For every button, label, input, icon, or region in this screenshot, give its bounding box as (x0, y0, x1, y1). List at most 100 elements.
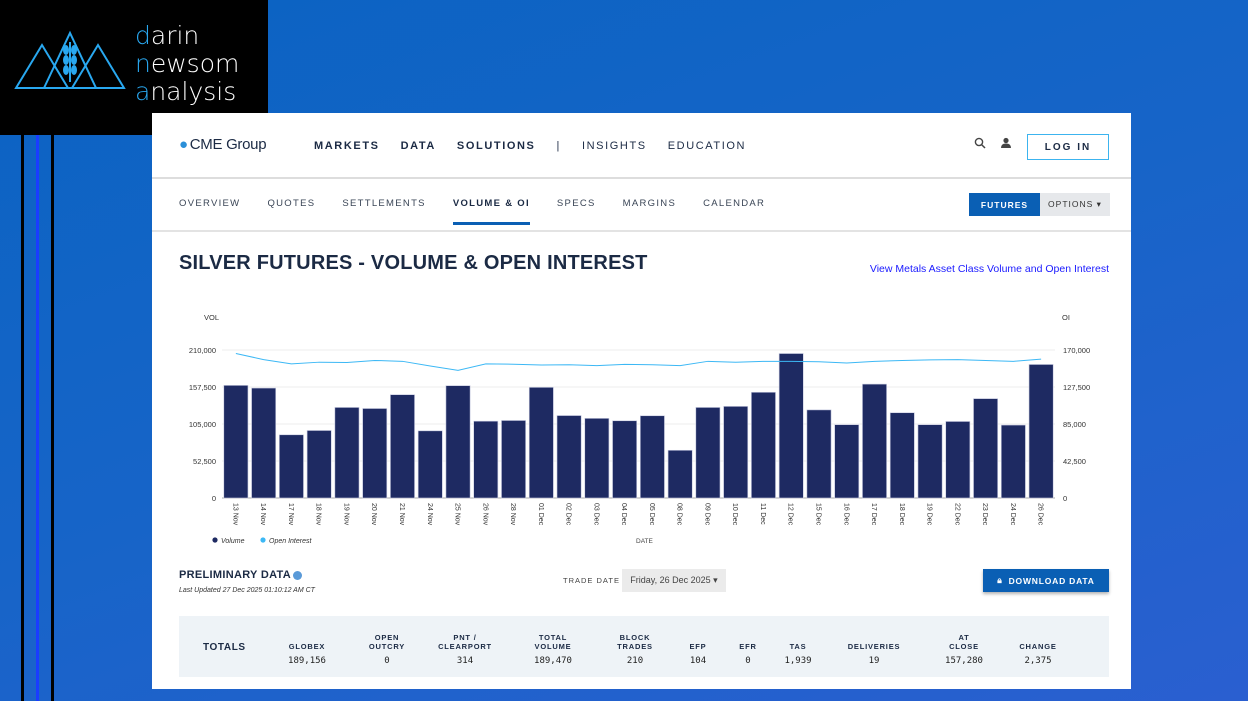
y-tick-right: 42,500 (1063, 457, 1086, 466)
x-tick-label: 18 Dec (898, 503, 905, 526)
x-tick-label: 09 Dec (703, 503, 710, 526)
tab-overview[interactable]: OVERVIEW (179, 198, 241, 209)
totals-column: DELIVERIES 19 (848, 629, 901, 666)
metals-volume-link[interactable]: View Metals Asset Class Volume and Open … (869, 263, 1109, 275)
x-tick-label: 16 Dec (842, 503, 849, 526)
totals-column: CHANGE 2,375 (1019, 629, 1056, 666)
x-tick-label: 26 Nov (481, 503, 488, 526)
volume-bar (917, 424, 943, 499)
totals-table: TOTALS GLOBEX 189,156 OPEN OUTCRY 0 PNT / CLEA… (179, 616, 1109, 677)
column-header: DELIVERIES (847, 642, 901, 651)
nav-data[interactable]: DATA (400, 140, 436, 152)
volume-bar (1028, 364, 1054, 499)
volume-oi-chart: 0 0 52,500 42,500 105,000 85,000 157,500 127,50… (189, 313, 1090, 545)
column-value: 0 (384, 656, 390, 666)
trade-date-select[interactable]: Friday, 26 Dec 2025 ▾ (622, 569, 726, 592)
nav-solutions[interactable]: SOLUTIONS (456, 140, 536, 152)
tab-calendar[interactable]: CALENDAR (703, 198, 766, 209)
download-data-button[interactable]: 🔒︎ DOWNLOAD DATA (983, 569, 1109, 592)
info-icon[interactable] (292, 570, 302, 580)
volume-bar (501, 420, 526, 499)
cme-page: ● CME Group MARKETS DATA SOLUTIONS | INSI… (152, 113, 1131, 689)
column-header: OPEN OUTCRY (368, 633, 406, 651)
tab-margins[interactable]: MARGINS (622, 198, 677, 209)
totals-column: PNT / CLEARPORT 314 (438, 629, 492, 666)
volume-bar (362, 408, 388, 499)
x-tick-label: 23 Dec (981, 503, 988, 526)
decor-line (51, 135, 54, 701)
volume-bar (639, 415, 665, 499)
x-tick-label: 02 Dec (565, 503, 572, 526)
tab-settlements[interactable]: SETTLEMENTS (342, 198, 426, 209)
legend-oi-marker (260, 537, 266, 543)
x-tick-label: 11 Dec (759, 503, 766, 525)
totals-column: GLOBEX 189,156 (288, 629, 326, 666)
column-value: 314 (456, 656, 474, 666)
volume-bar (445, 385, 471, 499)
x-tick-label: 19 Nov (342, 503, 349, 526)
legend-volume-label: Volume (221, 538, 245, 545)
column-header: AT CLOSE (949, 633, 979, 651)
column-header: EFP (689, 642, 707, 651)
volume-bar (889, 412, 915, 499)
mountain-wheat-icon (14, 30, 126, 89)
column-header: GLOBEX (288, 642, 326, 651)
y-tick-left: 210,000 (189, 346, 216, 355)
options-dropdown[interactable]: OPTIONS ▾ (1040, 193, 1110, 216)
x-tick-label: 25 Nov (454, 503, 461, 526)
y-axis-label-left: VOL (204, 313, 219, 322)
main-nav: MARKETS DATA SOLUTIONS | INSIGHTS EDUCAT… (314, 140, 746, 152)
tab-quotes[interactable]: QUOTES (267, 198, 316, 209)
x-axis-label: DATE (636, 538, 654, 545)
top-nav: ● CME Group MARKETS DATA SOLUTIONS | INSI… (152, 113, 1131, 179)
column-header: PNT / CLEARPORT (438, 633, 492, 651)
y-tick-right: 170,000 (1063, 346, 1090, 355)
volume-bar (334, 407, 360, 499)
x-tick-label: 04 Dec (620, 503, 627, 526)
last-updated: Last Updated 27 Dec 2025 01:10:12 AM CT (179, 587, 315, 594)
cme-logo[interactable]: ● CME Group (179, 136, 267, 153)
futures-toggle[interactable]: FUTURES (969, 193, 1040, 216)
volume-bar (751, 391, 776, 499)
totals-column: BLOCK TRADES 210 (617, 629, 653, 666)
open-interest-line (235, 352, 1042, 371)
volume-bar (223, 385, 249, 499)
volume-bar (528, 387, 554, 499)
volume-bar (778, 353, 804, 499)
page-title: SILVER FUTURES - VOLUME & OPEN INTEREST (179, 252, 648, 274)
x-tick-label: 24 Dec (1009, 503, 1016, 526)
column-value: 0 (745, 656, 751, 666)
x-tick-label: 17 Dec (870, 503, 877, 526)
product-tabs: OVERVIEW QUOTES SETTLEMENTS VOLUME & OI … (152, 179, 1131, 232)
decor-line (21, 135, 24, 701)
volume-bar (945, 421, 971, 499)
nav-education[interactable]: EDUCATION (667, 140, 747, 152)
column-value: 1,939 (784, 656, 812, 666)
tab-volume-oi[interactable]: VOLUME & OI (452, 198, 531, 225)
volume-bar (473, 420, 499, 499)
volume-bar (306, 430, 332, 499)
column-value: 157,280 (945, 656, 983, 666)
x-tick-label: 05 Dec (648, 503, 655, 526)
login-button[interactable]: LOG IN (1027, 134, 1109, 160)
column-header: TOTAL VOLUME (534, 633, 572, 651)
trade-date-label: TRADE DATE (563, 576, 620, 585)
user-icon[interactable] (1000, 137, 1012, 149)
totals-column: AT CLOSE 157,280 (945, 629, 983, 666)
volume-bar (251, 387, 277, 499)
nav-markets[interactable]: MARKETS (314, 140, 380, 152)
x-tick-label: 19 Dec (926, 503, 933, 526)
volume-bar (417, 430, 443, 499)
x-tick-label: 17 Nov (287, 503, 294, 526)
y-tick-left: 157,500 (189, 383, 216, 392)
decor-line (36, 135, 39, 701)
column-value: 2,375 (1024, 656, 1052, 666)
nav-insights[interactable]: INSIGHTS (581, 140, 647, 152)
volume-bar (667, 449, 693, 499)
column-header: EFR (739, 642, 757, 651)
search-icon[interactable] (974, 137, 986, 149)
tab-specs[interactable]: SPECS (556, 198, 596, 209)
y-axis-label-right: OI (1062, 313, 1070, 322)
x-tick-label: 24 Nov (426, 503, 433, 526)
legend-oi-label: Open Interest (269, 538, 312, 545)
